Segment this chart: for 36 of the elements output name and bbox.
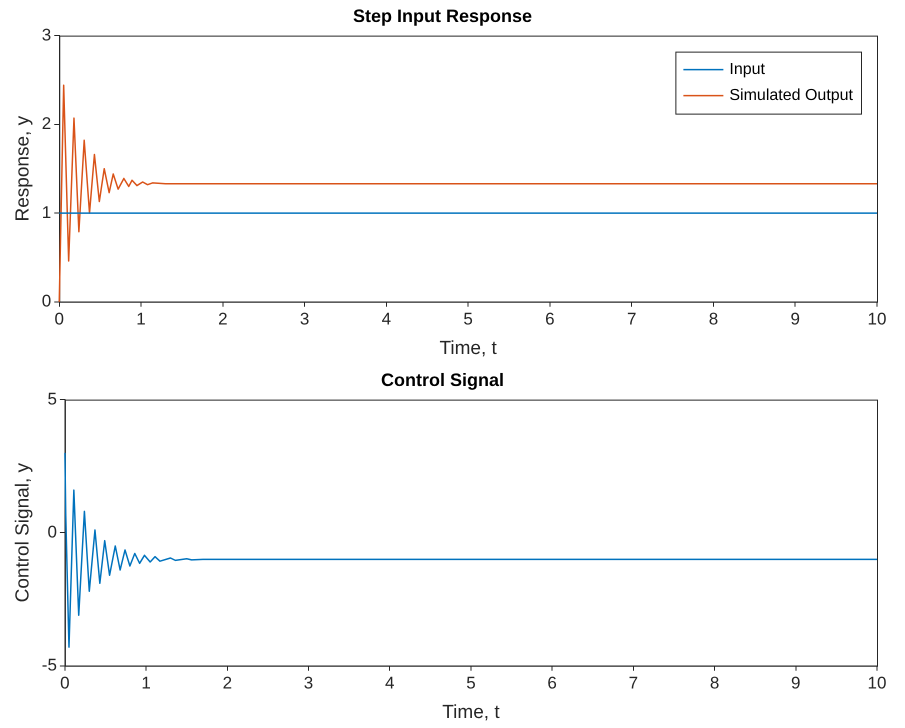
x-tick-label: 2 <box>222 674 232 693</box>
x-tick-label: 5 <box>463 310 473 329</box>
x-tick-label: 7 <box>626 310 636 329</box>
x-tick-label: 6 <box>545 310 555 329</box>
x-tick-label: 1 <box>141 674 151 693</box>
x-tick-label: 10 <box>868 310 886 329</box>
chart-title: Control Signal <box>381 370 504 390</box>
x-tick-label: 4 <box>382 310 392 329</box>
legend-label: Input <box>729 61 766 78</box>
x-axis-title: Time, t <box>439 338 498 359</box>
y-axis-title: Control Signal, y <box>12 462 34 602</box>
x-tick-label: 1 <box>136 310 146 329</box>
x-tick-label: 9 <box>791 674 801 693</box>
x-tick-label: 2 <box>218 310 228 329</box>
x-tick-label: 8 <box>708 310 718 329</box>
x-tick-label: 3 <box>300 310 310 329</box>
x-tick-label: 5 <box>466 674 476 693</box>
x-tick-label: 10 <box>868 674 886 693</box>
x-tick-label: 9 <box>790 310 800 329</box>
x-tick-label: 0 <box>60 674 70 693</box>
x-axis-title: Time, t <box>442 702 500 723</box>
x-tick-label: 8 <box>710 674 720 693</box>
x-tick-label: 3 <box>304 674 314 693</box>
legend-label: Simulated Output <box>729 87 854 104</box>
y-tick-label: 0 <box>47 522 57 542</box>
y-tick-label: -5 <box>42 655 57 674</box>
x-tick-label: 7 <box>628 674 638 693</box>
y-axis-title: Response, y <box>12 115 34 222</box>
y-tick-label: 0 <box>42 291 52 310</box>
y-tick-label: 1 <box>42 202 52 222</box>
x-tick-label: 4 <box>385 674 394 693</box>
y-tick-label: 2 <box>42 114 52 134</box>
y-tick-label: 5 <box>47 389 57 408</box>
y-tick-label: 3 <box>42 25 52 44</box>
chart-title: Step Input Response <box>352 6 532 26</box>
x-tick-label: 6 <box>547 674 557 693</box>
